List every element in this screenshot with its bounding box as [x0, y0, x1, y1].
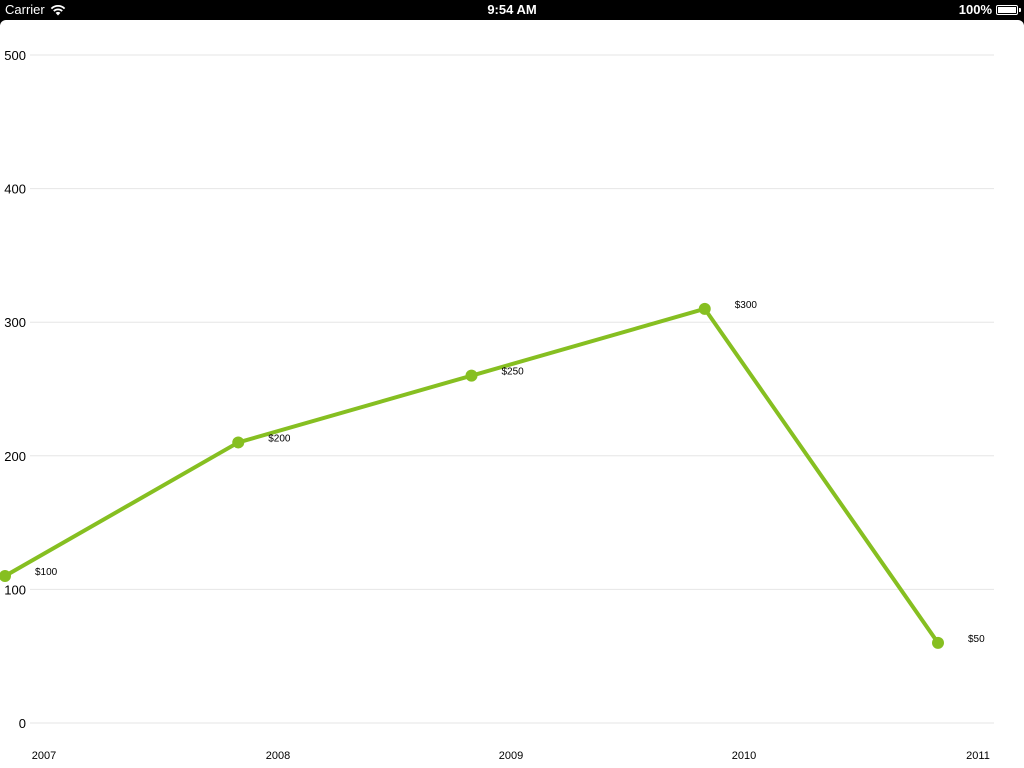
data-point[interactable] — [932, 636, 944, 649]
x-tick-label: 2009 — [499, 750, 523, 762]
x-tick-label: 2007 — [32, 750, 56, 762]
x-tick-label: 2011 — [966, 750, 990, 762]
y-tick-label: 0 — [19, 716, 26, 731]
data-point[interactable] — [465, 369, 478, 382]
line-chart: 0 100 200 300 400 500 2007 2008 2009 2010 2011 $100… — [0, 48, 994, 762]
data-point[interactable] — [232, 436, 245, 449]
y-tick-label: 300 — [4, 315, 26, 330]
series-line — [3, 306, 940, 645]
wifi-icon — [50, 4, 65, 15]
x-tick-label: 2010 — [732, 750, 756, 762]
y-tick-label: 200 — [4, 449, 26, 464]
battery-percent: 100% — [958, 2, 992, 17]
carrier-info: Carrier — [5, 2, 66, 17]
y-tick-label: 400 — [4, 182, 26, 197]
data-label: $250 — [502, 367, 525, 378]
x-tick-label: 2008 — [266, 750, 290, 762]
data-point[interactable] — [0, 570, 11, 583]
battery-icon — [996, 4, 1021, 15]
status-time: 9:54 AM — [487, 2, 537, 17]
carrier-label: Carrier — [5, 2, 45, 17]
data-point[interactable] — [698, 302, 711, 315]
battery-indicator: 100% — [958, 2, 1021, 17]
status-bar: Carrier 9:54 AM 100% — [0, 0, 1024, 20]
data-label: $200 — [268, 433, 291, 444]
data-label: $300 — [735, 300, 758, 311]
data-label: $100 — [35, 567, 58, 578]
y-tick-label: 500 — [4, 48, 26, 63]
data-label: $50 — [968, 634, 985, 645]
y-tick-label: 100 — [4, 582, 26, 597]
battery-fill — [998, 6, 1016, 13]
chart-view: 0 100 200 300 400 500 2007 2008 2009 2010 2011 $100… — [0, 20, 1024, 768]
